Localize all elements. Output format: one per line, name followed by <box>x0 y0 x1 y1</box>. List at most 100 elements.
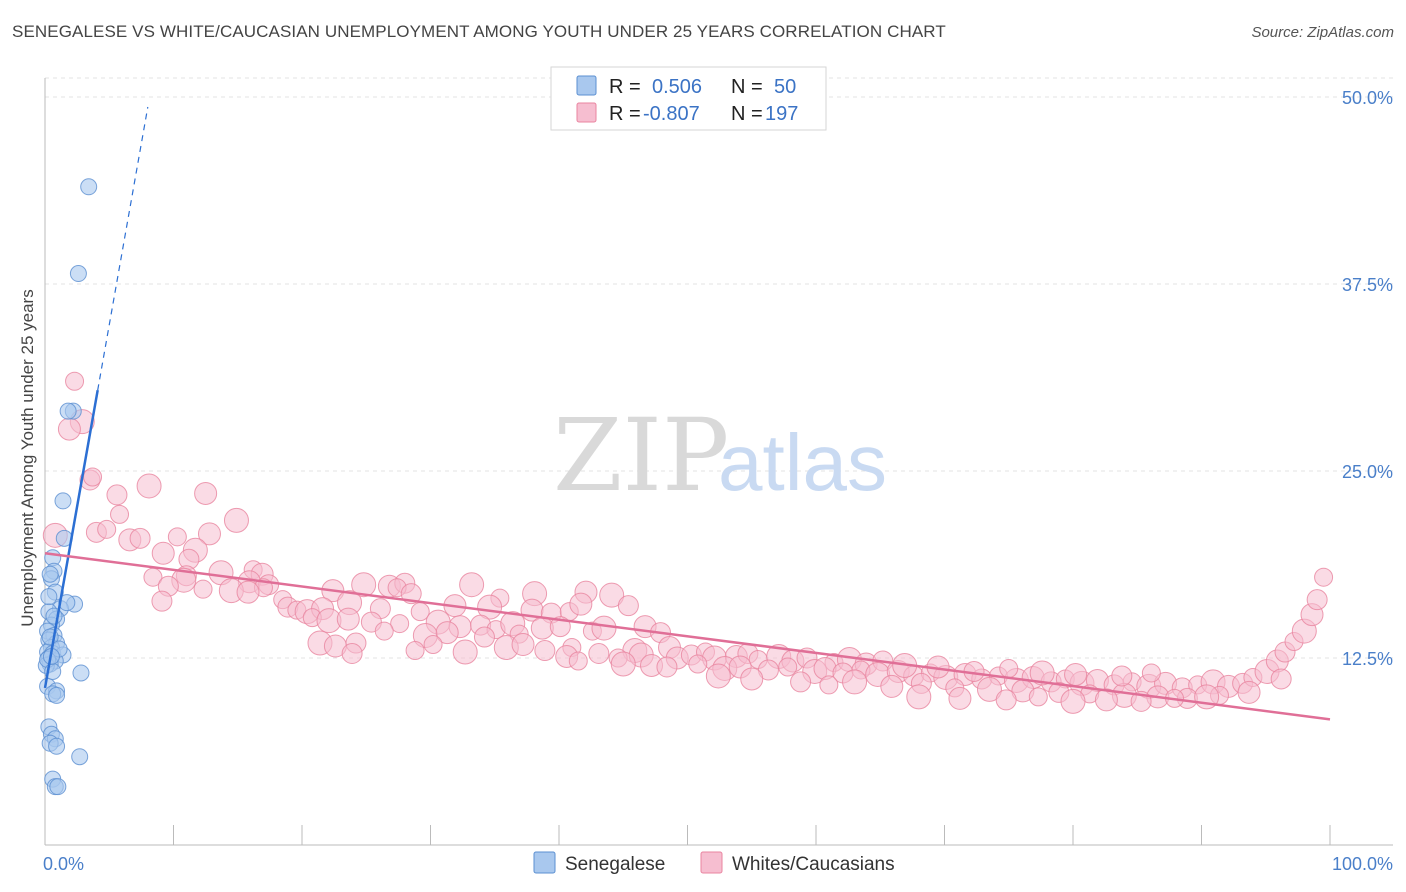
whites-point <box>656 656 678 678</box>
whites-point <box>1064 662 1088 686</box>
whites-point <box>976 676 1002 702</box>
watermark-zip: ZIP <box>553 397 729 514</box>
whites-point <box>374 621 394 641</box>
senegalese-point <box>80 178 98 196</box>
trend-line-senegalese-extension <box>97 106 149 391</box>
stats-legend: R = 0.506 N = 50 R = -0.807 N = 197 <box>550 66 827 131</box>
whites-point <box>705 663 731 689</box>
trend-lines <box>43 106 1331 721</box>
bottom-legend-swatch-whites <box>700 851 723 874</box>
whites-point <box>948 686 972 710</box>
y-tick-label: 50.0% <box>1342 88 1393 108</box>
whites-point <box>1270 668 1292 690</box>
source-label: Source: ZipAtlas.com <box>1251 24 1394 41</box>
senegalese-point <box>49 778 67 796</box>
whites-point <box>999 658 1019 678</box>
whites-point <box>1029 660 1055 686</box>
whites-point <box>610 651 636 677</box>
legend-r-label-whites: R = <box>609 103 641 125</box>
whites-point <box>740 667 764 691</box>
trend-line-senegalese <box>43 389 99 689</box>
y-tick-label: 25.0% <box>1342 462 1393 482</box>
whites-point <box>336 607 360 631</box>
whites-point <box>351 572 377 598</box>
whites-point <box>1094 688 1118 712</box>
whites-point <box>151 541 175 565</box>
whites-point <box>568 651 588 671</box>
legend-swatch-senegalese <box>576 75 597 96</box>
whites-point <box>511 633 535 657</box>
whites-point <box>106 484 128 506</box>
senegalese-point <box>54 492 72 510</box>
senegalese-point <box>71 748 89 766</box>
senegalese-point <box>69 265 87 283</box>
whites-point <box>83 467 103 487</box>
whites-point <box>813 656 837 680</box>
whites-point <box>1111 665 1133 687</box>
senegalese-point <box>48 737 66 755</box>
whites-point <box>906 684 932 710</box>
whites-point <box>1028 687 1048 707</box>
watermark: ZIP atlas <box>553 397 887 514</box>
legend-r-value-whites: -0.807 <box>643 103 700 125</box>
whites-point <box>880 674 904 698</box>
whites-point <box>473 626 495 648</box>
whites-point <box>1306 589 1328 611</box>
legend-n-label-whites: N = <box>731 103 763 125</box>
whites-point <box>1141 663 1161 683</box>
whites-point <box>1060 688 1086 714</box>
whites-point <box>400 583 422 605</box>
legend-r-value-senegalese: 0.506 <box>652 76 702 98</box>
whites-point <box>110 504 130 524</box>
whites-point <box>390 614 410 634</box>
legend-n-label-senegalese: N = <box>731 76 763 98</box>
whites-point <box>435 621 459 645</box>
axes <box>44 78 1393 846</box>
senegalese-point <box>48 686 66 704</box>
whites-point <box>459 572 485 598</box>
watermark-atlas: atlas <box>718 418 887 507</box>
whites-point <box>452 639 478 665</box>
whites-point <box>194 481 218 505</box>
whites-point <box>599 582 625 608</box>
whites-point <box>151 590 173 612</box>
series-whites-points <box>42 371 1334 714</box>
whites-point <box>167 527 187 547</box>
whites-point <box>65 371 85 391</box>
trend-line-whites <box>44 552 1331 721</box>
y-tick-labels: 12.5% 25.0% 37.5% 50.0% <box>1342 88 1393 669</box>
legend-swatch-whites <box>576 102 597 123</box>
senegalese-point <box>41 565 59 583</box>
whites-point <box>405 641 425 661</box>
chart-title: SENEGALESE VS WHITE/CAUCASIAN UNEMPLOYME… <box>12 22 946 41</box>
legend-n-value-senegalese: 50 <box>774 76 796 98</box>
whites-point <box>423 635 443 655</box>
y-tick-label: 37.5% <box>1342 275 1393 295</box>
whites-point <box>57 417 81 441</box>
whites-point <box>591 615 617 641</box>
bottom-legend-label-whites: Whites/Caucasians <box>732 854 895 875</box>
whites-point <box>129 527 151 549</box>
whites-point <box>790 671 812 693</box>
whites-point <box>778 657 798 677</box>
bottom-legend-swatch-senegalese <box>533 851 556 874</box>
x-tick-label-min: 0.0% <box>43 854 84 874</box>
bottom-legend-label-senegalese: Senegalese <box>565 854 665 875</box>
senegalese-point <box>40 588 58 606</box>
legend-n-value-whites: 197 <box>765 103 798 125</box>
whites-point <box>193 579 213 599</box>
whites-point <box>842 669 868 695</box>
whites-point <box>995 689 1017 711</box>
whites-point <box>688 654 708 674</box>
whites-point <box>236 580 260 604</box>
whites-point <box>534 640 556 662</box>
x-tick-label-max: 100.0% <box>1332 854 1393 874</box>
whites-point <box>477 594 503 620</box>
y-tick-label: 12.5% <box>1342 649 1393 669</box>
whites-point <box>569 592 593 616</box>
stats-legend-box <box>550 66 827 131</box>
whites-point <box>1237 680 1261 704</box>
y-axis-label: Unemployment Among Youth under 25 years <box>18 289 37 626</box>
whites-point <box>136 473 162 499</box>
